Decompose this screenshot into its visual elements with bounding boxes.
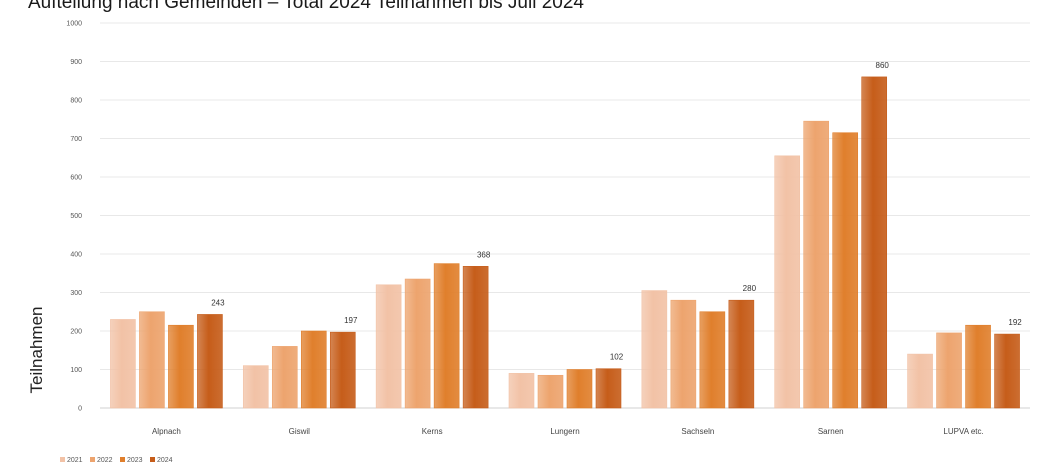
bar-2023 (566, 369, 593, 409)
labels: 243 Alpnach 197 Giswil 368 Kerns 102 Lungern 280… (152, 61, 1022, 436)
legend-swatch (150, 457, 155, 462)
bar-2021 (375, 284, 402, 409)
bar-2023 (965, 324, 991, 409)
bar-2024 (728, 299, 755, 409)
bar-2022 (537, 374, 564, 409)
bar-2023 (699, 311, 726, 409)
y-tick-label: 900 (70, 59, 82, 66)
bar-2024 (994, 333, 1020, 409)
legend-label: 2022 (97, 457, 113, 464)
bar-2024 (462, 266, 489, 409)
bar-2021 (641, 290, 668, 409)
bar-2021 (110, 319, 136, 409)
bars (110, 76, 1020, 409)
bar-2024 (197, 314, 223, 409)
legend-swatch (60, 457, 65, 462)
legend: 2021 2022 2023 2024 (60, 457, 173, 464)
y-tick-label: 600 (70, 175, 82, 182)
y-tick-label: 800 (70, 98, 82, 105)
x-tick-label: Lungern (550, 427, 579, 436)
data-label: 197 (344, 316, 358, 325)
data-label: 243 (211, 298, 225, 307)
bar-2024 (595, 368, 622, 409)
data-label: 860 (876, 61, 890, 70)
y-tick-label: 400 (70, 252, 82, 259)
bar-2021 (508, 373, 535, 409)
bar-2023 (300, 330, 327, 409)
x-tick-label: Kerns (422, 427, 443, 436)
bar-2023 (433, 263, 460, 409)
bar-2021 (907, 353, 933, 409)
legend-label: 2023 (127, 457, 143, 464)
chart-title: Aufteilung nach Gemeinden – Total 2024 T… (28, 0, 584, 13)
legend-swatch (120, 457, 125, 462)
x-tick-label: Alpnach (152, 427, 181, 436)
bar-2021 (774, 155, 801, 409)
x-tick-label: Sachseln (681, 427, 714, 436)
y-tick-label: 1000 (66, 21, 82, 28)
legend-swatch (90, 457, 95, 462)
y-tick-label: 500 (70, 213, 82, 220)
bar-2022 (404, 278, 431, 409)
y-tick-label: 100 (70, 367, 82, 374)
data-label: 280 (743, 284, 757, 293)
bar-2024 (329, 331, 356, 409)
x-tick-label: Sarnen (818, 427, 844, 436)
y-tick-label: 300 (70, 290, 82, 297)
bar-2022 (936, 332, 962, 409)
y-tick-label: 700 (70, 136, 82, 143)
bar-2022 (803, 120, 830, 409)
y-axis-label: Teilnahmen (27, 307, 46, 394)
bar-2022 (271, 346, 298, 409)
bar-2024 (861, 76, 888, 409)
bar-2021 (242, 365, 269, 409)
legend-label: 2024 (157, 457, 173, 464)
bar-2023 (832, 132, 859, 409)
gridlines (100, 22, 1030, 409)
data-label: 192 (1008, 318, 1022, 327)
bar-2022 (139, 311, 165, 409)
data-label: 368 (477, 250, 491, 259)
y-tick-label: 200 (70, 329, 82, 336)
x-tick-label: LUPVA etc. (943, 427, 983, 436)
x-tick-label: Giswil (289, 427, 311, 436)
bar-2022 (670, 299, 697, 409)
bar-2023 (168, 324, 194, 409)
legend-label: 2021 (67, 457, 83, 464)
data-label: 102 (610, 353, 624, 362)
y-tick-label: 0 (78, 406, 82, 413)
